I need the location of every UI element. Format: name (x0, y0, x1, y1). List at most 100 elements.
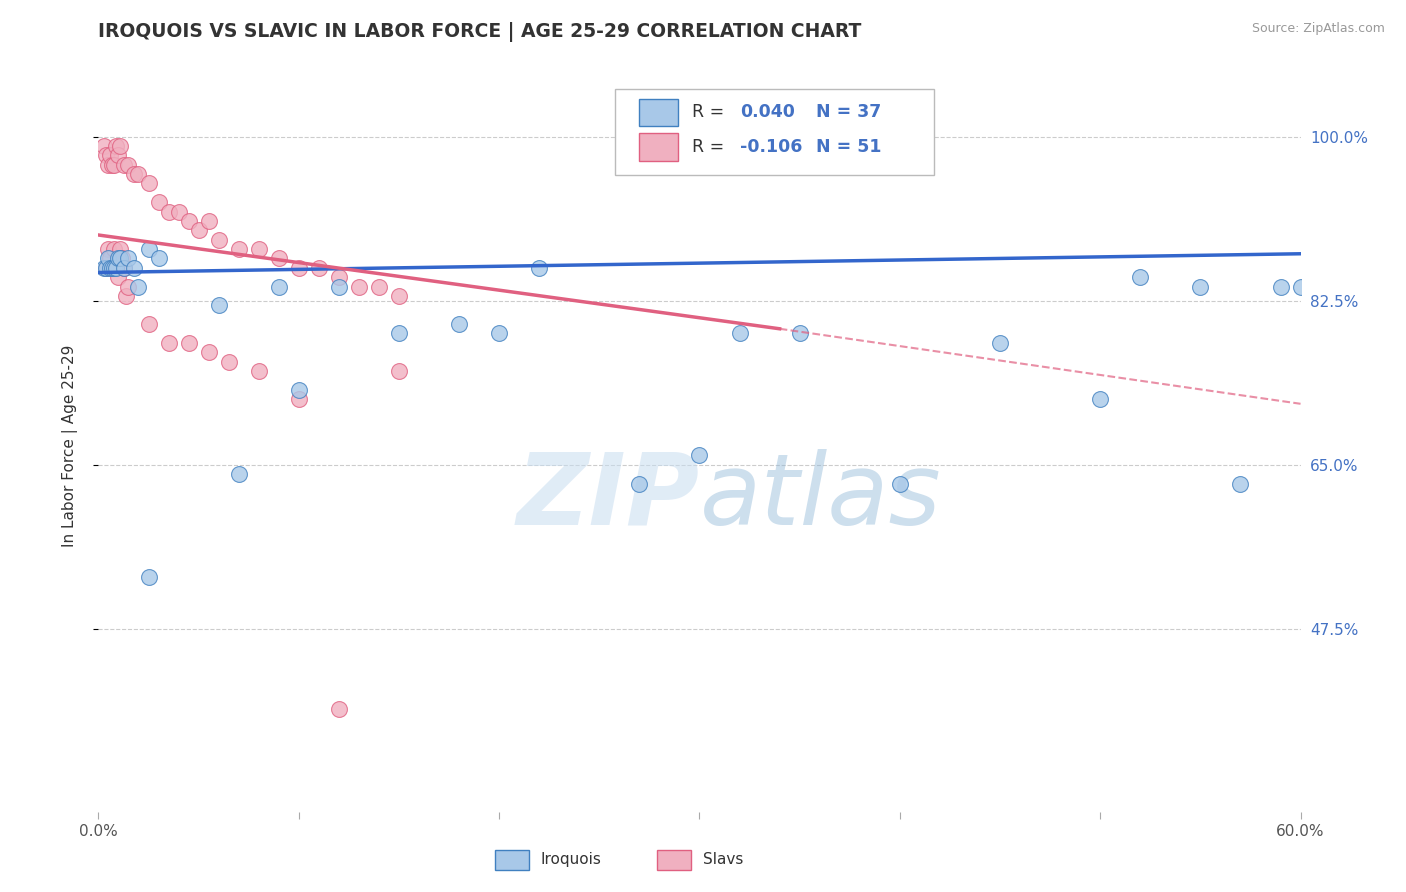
Point (208, 233, 231, 247)
Point (368, 279, 391, 293)
Point (157, 204, 180, 219)
Point (97, 242, 120, 256)
Point (1189, 279, 1212, 293)
Text: -0.106: -0.106 (741, 138, 803, 156)
Point (1270, 279, 1292, 293)
Point (110, 139, 132, 153)
Point (267, 279, 290, 293)
Text: ZIP: ZIP (516, 449, 700, 546)
Point (103, 158, 125, 172)
Bar (495, 850, 529, 871)
Point (100, 260, 122, 275)
Point (114, 260, 136, 275)
Point (96, 148, 118, 162)
Point (1289, 279, 1312, 293)
Point (529, 260, 551, 275)
Point (105, 260, 128, 275)
Point (328, 279, 350, 293)
Point (187, 223, 209, 237)
Point (197, 214, 219, 228)
Point (96, 260, 118, 275)
Text: R =: R = (692, 103, 730, 121)
Point (388, 326, 411, 341)
Point (488, 326, 510, 341)
Point (267, 252, 290, 266)
Point (128, 167, 150, 181)
Point (107, 252, 129, 266)
Point (107, 148, 129, 162)
Point (128, 279, 150, 293)
Point (689, 449, 711, 463)
Point (105, 260, 128, 275)
Point (138, 177, 160, 191)
Text: 0.040: 0.040 (741, 103, 796, 121)
Point (197, 345, 219, 359)
Point (328, 701, 350, 715)
Point (328, 270, 350, 285)
Point (988, 335, 1011, 350)
Point (110, 242, 132, 256)
Point (1129, 270, 1152, 285)
Point (93, 139, 115, 153)
Point (288, 383, 311, 397)
Point (96, 260, 118, 275)
Point (628, 476, 651, 491)
Text: Iroquois: Iroquois (541, 852, 602, 867)
Point (447, 317, 470, 331)
Point (167, 204, 190, 219)
Point (138, 242, 160, 256)
Point (103, 242, 125, 256)
Point (117, 279, 139, 293)
Point (177, 214, 200, 228)
Point (114, 260, 136, 275)
Point (101, 158, 124, 172)
Point (1229, 476, 1251, 491)
Point (101, 260, 124, 275)
Point (889, 476, 911, 491)
Text: atlas: atlas (700, 449, 941, 546)
Point (789, 326, 811, 341)
Text: Slavs: Slavs (703, 852, 744, 867)
Point (100, 148, 122, 162)
Point (247, 242, 270, 256)
Point (728, 326, 751, 341)
Point (208, 298, 231, 312)
Point (148, 195, 170, 210)
Point (247, 364, 270, 378)
Bar (640, 99, 678, 127)
Point (105, 139, 128, 153)
Point (157, 335, 180, 350)
Point (308, 260, 330, 275)
Point (107, 270, 129, 285)
Point (117, 158, 139, 172)
Point (115, 289, 138, 303)
Text: N = 51: N = 51 (815, 138, 882, 156)
Point (124, 260, 146, 275)
Text: R =: R = (692, 138, 730, 156)
Point (138, 570, 160, 584)
Point (97, 158, 120, 172)
Y-axis label: In Labor Force | Age 25-29: In Labor Force | Age 25-29 (62, 345, 77, 547)
Point (100, 252, 122, 266)
Point (388, 364, 411, 378)
Point (117, 252, 139, 266)
Bar (640, 133, 678, 161)
Point (97, 252, 120, 266)
Point (124, 167, 146, 181)
FancyBboxPatch shape (616, 89, 934, 176)
Text: N = 37: N = 37 (815, 103, 882, 121)
Text: Source: ZipAtlas.com: Source: ZipAtlas.com (1251, 22, 1385, 36)
Point (388, 289, 411, 303)
Point (138, 317, 160, 331)
Bar (658, 850, 692, 871)
Point (101, 260, 124, 275)
Point (288, 392, 311, 406)
Point (177, 335, 200, 350)
Point (288, 260, 311, 275)
Point (347, 279, 370, 293)
Text: IROQUOIS VS SLAVIC IN LABOR FORCE | AGE 25-29 CORRELATION CHART: IROQUOIS VS SLAVIC IN LABOR FORCE | AGE … (98, 22, 862, 42)
Point (218, 354, 240, 368)
Point (228, 467, 250, 482)
Point (1088, 392, 1111, 406)
Point (111, 252, 134, 266)
